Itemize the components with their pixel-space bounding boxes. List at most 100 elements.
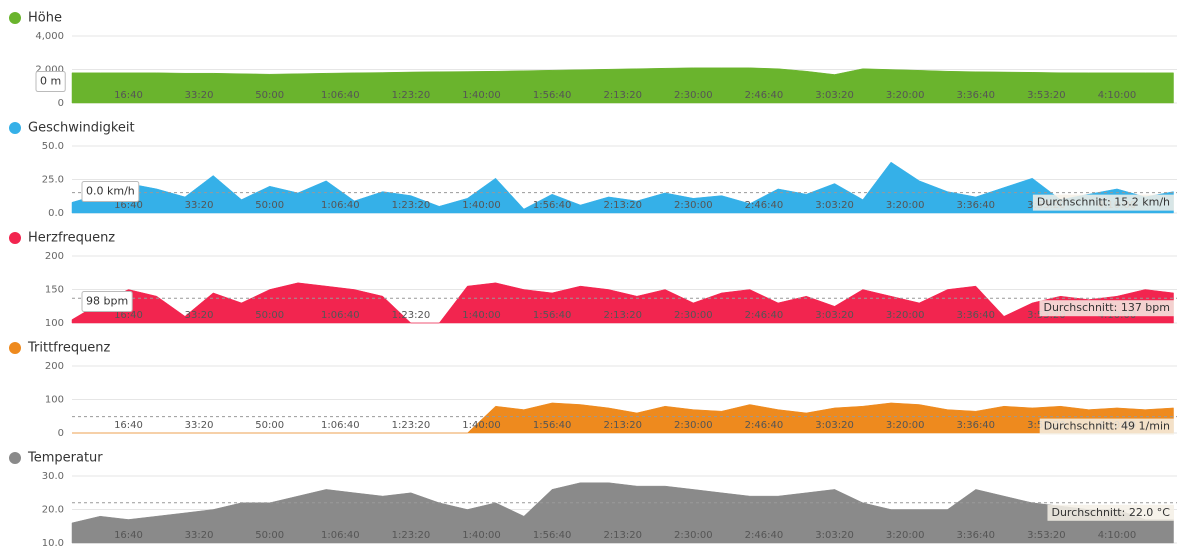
- x-tick-label: 33:20: [185, 90, 214, 101]
- area: [71, 67, 1174, 104]
- y-tick-label: 200: [45, 361, 64, 372]
- x-tick-label: 3:20:00: [886, 90, 925, 101]
- legend-dot: [9, 342, 21, 354]
- x-tick-label: 1:06:40: [321, 200, 360, 211]
- average-label: Durchschnitt: 49 1/min: [1044, 420, 1170, 433]
- chart-title: Temperatur: [27, 451, 103, 466]
- x-tick-label: 16:40: [114, 200, 143, 211]
- x-tick-label: 3:36:40: [956, 420, 995, 431]
- x-tick-label: 2:13:20: [603, 310, 642, 321]
- x-tick-label: 1:23:20: [392, 530, 431, 541]
- x-tick-label: 33:20: [185, 420, 214, 431]
- x-tick-label: 1:23:20: [392, 420, 431, 431]
- x-tick-label: 1:06:40: [321, 530, 360, 541]
- x-tick-label: 3:03:20: [815, 310, 854, 321]
- area: [71, 161, 1174, 214]
- x-tick-label: 1:06:40: [321, 90, 360, 101]
- x-tick-label: 2:46:40: [745, 200, 784, 211]
- x-tick-label: 2:30:00: [674, 90, 713, 101]
- x-tick-label: 50:00: [255, 90, 284, 101]
- y-tick-label: 150: [45, 285, 64, 296]
- y-tick-label: 30.0: [42, 471, 64, 482]
- chart-title: Höhe: [28, 11, 62, 26]
- x-tick-label: 1:23:20: [392, 200, 431, 211]
- x-tick-label: 1:56:40: [533, 420, 572, 431]
- average-label-bg: [1039, 418, 1174, 435]
- x-tick-label: 2:13:20: [603, 530, 642, 541]
- y-tick-label: 0: [58, 98, 64, 109]
- x-tick-label: 2:30:00: [674, 530, 713, 541]
- x-tick-label: 3:20:00: [886, 200, 925, 211]
- x-tick-label: 2:46:40: [745, 310, 784, 321]
- x-tick-label: 2:46:40: [745, 90, 784, 101]
- x-tick-label: 16:40: [114, 420, 143, 431]
- chart-title: Trittfrequenz: [27, 341, 111, 356]
- x-tick-label: 1:40:00: [462, 530, 501, 541]
- y-tick-label: 20.0: [42, 505, 64, 516]
- x-tick-label: 1:06:40: [321, 420, 360, 431]
- x-tick-label: 2:30:00: [674, 200, 713, 211]
- x-tick-label: 2:46:40: [745, 420, 784, 431]
- y-tick-label: 25.0: [42, 175, 64, 186]
- x-tick-label: 1:06:40: [321, 310, 360, 321]
- x-tick-label: 3:36:40: [956, 310, 995, 321]
- x-tick-label: 16:40: [114, 90, 143, 101]
- cursor-label-bg: [81, 291, 133, 313]
- x-tick-label: 2:13:20: [603, 90, 642, 101]
- x-tick-label: 1:56:40: [533, 310, 572, 321]
- average-label-bg: [1039, 300, 1174, 317]
- x-tick-label: 1:56:40: [533, 530, 572, 541]
- x-tick-label: 1:40:00: [462, 90, 501, 101]
- legend-dot: [9, 122, 21, 134]
- x-tick-label: 3:36:40: [956, 90, 995, 101]
- average-label-bg: [1047, 504, 1174, 521]
- y-tick-label: 50.0: [42, 141, 64, 152]
- x-tick-label: 16:40: [114, 310, 143, 321]
- x-tick-label: 3:53:20: [1027, 90, 1066, 101]
- y-tick-label: 100: [45, 318, 64, 329]
- y-tick-label: 0: [58, 428, 64, 439]
- x-tick-label: 1:40:00: [462, 310, 501, 321]
- area: [72, 402, 1174, 434]
- cursor-label-bg: [35, 71, 66, 93]
- x-tick-label: 16:40: [114, 530, 143, 541]
- x-tick-label: 3:03:20: [815, 420, 854, 431]
- y-tick-label: 2,000: [35, 65, 64, 76]
- chart-title: Geschwindigkeit: [28, 121, 135, 136]
- cursor-label-bg: [81, 181, 140, 203]
- cursor-label: 98 bpm: [86, 295, 128, 308]
- cursor-label: 0 m: [40, 75, 61, 88]
- y-tick-label: 10.0: [42, 538, 64, 546]
- x-tick-label: 4:10:00: [1098, 530, 1137, 541]
- y-tick-label: 100: [45, 395, 64, 406]
- x-tick-label: 2:13:20: [603, 200, 642, 211]
- area: [71, 282, 1174, 324]
- y-tick-label: 0.0: [48, 208, 64, 219]
- x-tick-label: 33:20: [185, 200, 214, 211]
- x-tick-label: 3:36:40: [956, 200, 995, 211]
- legend-dot: [9, 12, 21, 24]
- x-tick-label: 4:10:00: [1098, 90, 1137, 101]
- x-tick-label: 3:36:40: [956, 530, 995, 541]
- x-tick-label: 50:00: [255, 530, 284, 541]
- x-tick-label: 33:20: [185, 310, 214, 321]
- x-tick-label: 3:20:00: [886, 310, 925, 321]
- y-tick-label: 200: [45, 251, 64, 262]
- x-tick-label: 3:53:20: [1027, 530, 1066, 541]
- x-tick-label: 33:20: [185, 530, 214, 541]
- average-label: Durchschnitt: 15.2 km/h: [1037, 196, 1170, 209]
- x-tick-label: 1:23:20: [392, 90, 431, 101]
- legend-dot: [9, 452, 21, 464]
- chart-title: Herzfrequenz: [28, 231, 115, 246]
- x-tick-label: 2:13:20: [603, 420, 642, 431]
- x-tick-label: 3:20:00: [886, 530, 925, 541]
- x-tick-label: 3:03:20: [815, 200, 854, 211]
- average-label-bg: [1032, 194, 1174, 211]
- x-tick-label: 50:00: [255, 200, 284, 211]
- x-tick-label: 1:56:40: [533, 90, 572, 101]
- legend-dot: [9, 232, 21, 244]
- average-label: Durchschnitt: 137 bpm: [1043, 301, 1170, 314]
- average-label: Durchschnitt: 22.0 °C: [1051, 506, 1170, 519]
- x-tick-label: 1:56:40: [533, 200, 572, 211]
